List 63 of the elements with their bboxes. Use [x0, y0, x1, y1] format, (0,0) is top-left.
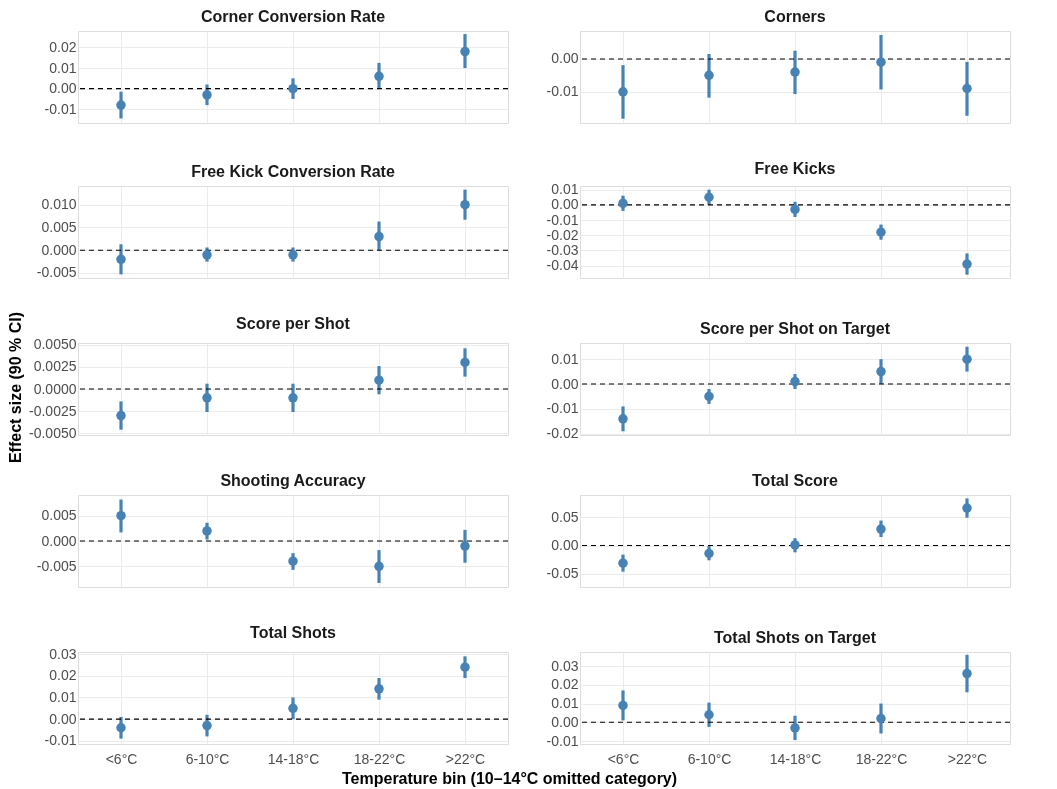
chart-title: Corner Conversion Rate	[200, 8, 386, 25]
y-tick-label: -0.01	[546, 400, 579, 417]
y-tick-label: 0.00	[551, 537, 579, 554]
y-tick-label: -0.03	[546, 241, 579, 258]
y-tick-label: 0.000	[41, 532, 77, 549]
y-tick-label: -0.01	[546, 83, 579, 100]
y-tick-label: 0.005	[41, 507, 77, 524]
x-tick-label: 14-18°C	[267, 750, 320, 767]
y-tick-label: 0.00	[49, 80, 77, 97]
y-tick-label: 0.0000	[33, 380, 77, 397]
x-tick-label: <6°C	[607, 750, 640, 767]
y-tick-label: 0.03	[551, 657, 579, 674]
x-tick-label: >22°C	[947, 750, 988, 767]
x-axis-title: Temperature bin (10–14°C omitted category)	[341, 769, 678, 787]
y-tick-label: 0.00	[551, 196, 579, 213]
y-tick-label: 0.00	[551, 50, 579, 67]
y-tick-label: 0.005	[41, 218, 77, 235]
x-tick-label: 14-18°C	[769, 750, 822, 767]
y-tick-label: 0.01	[551, 350, 579, 367]
x-tick-label: 6-10°C	[185, 750, 230, 767]
y-tick-label: 0.01	[49, 688, 77, 705]
y-tick-label: 0.03	[49, 645, 77, 662]
y-tick-label: 0.010	[41, 196, 77, 213]
y-tick-label: -0.0025	[29, 402, 77, 419]
y-tick-label: -0.01	[44, 732, 77, 749]
chart-title: Free Kicks	[754, 159, 836, 177]
chart-title: Corners	[764, 8, 826, 25]
chart-title: Shooting Accuracy	[220, 472, 366, 489]
y-tick-label: 0.00	[49, 710, 77, 727]
y-tick-label: 0.02	[49, 667, 77, 684]
y-tick-label: 0.02	[49, 38, 77, 55]
y-tick-label: 0.01	[551, 695, 579, 712]
y-tick-label: 0.0025	[33, 358, 77, 375]
y-tick-label: -0.01	[44, 100, 77, 117]
y-tick-label: 0.00	[551, 713, 579, 730]
chart-title: Total Shots on Target	[713, 629, 877, 646]
y-tick-label: 0.0050	[33, 336, 77, 353]
y-tick-label: 0.00	[551, 375, 579, 392]
y-tick-label: 0.01	[551, 181, 579, 198]
y-tick-label: -0.01	[546, 211, 579, 228]
y-tick-label: -0.05	[546, 565, 579, 582]
y-tick-label: -0.01	[546, 732, 579, 749]
y-tick-label: -0.005	[36, 264, 77, 281]
chart-title: Free Kick Conversion Rate	[191, 163, 395, 180]
y-axis-title: Effect size (90 % CI)	[7, 311, 25, 464]
y-tick-label: 0.01	[49, 59, 77, 76]
y-tick-label: 0.02	[551, 676, 579, 693]
y-tick-label: -0.005	[36, 557, 77, 574]
x-tick-label: 6-10°C	[687, 750, 732, 767]
x-tick-label: >22°C	[445, 750, 486, 767]
y-tick-label: 0.05	[551, 508, 579, 525]
chart-title: Total Score	[752, 472, 839, 489]
y-tick-label: 0.000	[41, 241, 77, 258]
x-tick-label: 18-22°C	[855, 750, 908, 767]
y-tick-label: -0.04	[546, 257, 579, 274]
y-tick-label: -0.0050	[29, 424, 77, 441]
x-tick-label: 18-22°C	[353, 750, 406, 767]
y-tick-label: -0.02	[546, 226, 579, 243]
x-tick-label: <6°C	[105, 750, 138, 767]
chart-title: Score per Shot	[236, 314, 351, 332]
chart-title: Total Shots	[250, 624, 337, 642]
y-tick-label: -0.02	[546, 425, 579, 442]
chart-title: Score per Shot on Target	[700, 320, 891, 337]
